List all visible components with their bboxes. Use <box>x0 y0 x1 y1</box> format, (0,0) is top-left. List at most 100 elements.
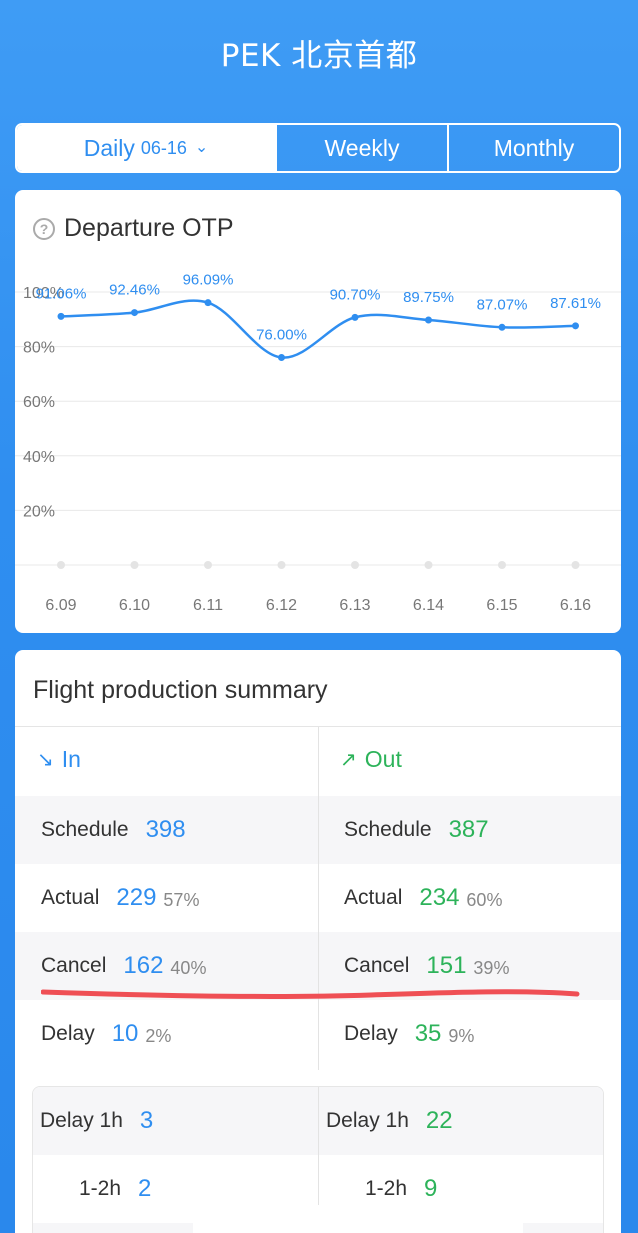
otp-point <box>498 323 506 331</box>
x-tick-label: 6.16 <box>560 597 591 614</box>
cancel-label: Cancel <box>344 954 410 977</box>
1-2h-label: 1-2h <box>79 1177 122 1200</box>
in-cancel-pct: 40% <box>170 957 207 978</box>
y-tick-label: 80% <box>23 340 55 357</box>
in-schedule-value: 398 <box>145 816 186 843</box>
otp-value-label: 90.70% <box>330 286 381 303</box>
period-tabs: Daily 06-16 ⌄ Weekly Monthly <box>15 123 621 173</box>
otp-value-label: 96.09% <box>183 272 234 289</box>
in-actual: Actual 229 57% <box>41 864 199 932</box>
otp-point <box>131 309 138 317</box>
actual-label: Actual <box>41 886 100 909</box>
out-1-2h-value: 9 <box>424 1175 438 1202</box>
in-schedule: Schedule 398 <box>41 796 186 864</box>
summary-title: Flight production summary <box>33 676 328 704</box>
highlight-underline <box>41 989 580 999</box>
out-actual-pct: 60% <box>466 889 503 910</box>
out-actual: Actual 234 60% <box>344 864 502 932</box>
delay1h-label: Delay 1h <box>40 1109 123 1132</box>
otp-value-label: 91.06% <box>36 285 87 302</box>
tab-daily-label: Daily <box>83 134 135 161</box>
chevron-down-icon: ⌄ <box>194 139 209 156</box>
out-schedule: Schedule 387 <box>344 796 489 864</box>
x-axis-dot <box>130 561 139 569</box>
otp-point <box>572 322 579 330</box>
out-label: Out <box>364 746 402 772</box>
sub-column-divider <box>318 1087 319 1233</box>
otp-card: 20% 40% 60% 80% 100% 6.09 6.10 6.11 6.12 6.13 6.14… <box>15 190 621 633</box>
in-delay-pct: 2% <box>145 1025 172 1046</box>
otp-value-label: 89.75% <box>403 289 454 306</box>
schedule-label: Schedule <box>344 818 432 841</box>
out-schedule-value: 387 <box>448 816 489 843</box>
out-1-2h: 1-2h 9 <box>365 1155 437 1223</box>
in-delay: Delay 10 2% <box>41 1000 171 1068</box>
x-tick-label: 6.13 <box>339 597 370 614</box>
out-delay1h-value: 22 <box>425 1107 453 1134</box>
otp-point <box>278 354 285 362</box>
x-axis-dot <box>277 561 286 569</box>
otp-point <box>204 299 212 307</box>
in-actual-value: 229 <box>116 884 157 911</box>
otp-point <box>425 316 432 324</box>
x-axis-dot <box>351 561 359 569</box>
x-axis-dot <box>204 561 212 569</box>
out-delay-value: 35 <box>414 1020 442 1047</box>
x-tick-label: 6.10 <box>119 597 150 614</box>
delay-label: Delay <box>41 1022 95 1045</box>
out-cancel-pct: 39% <box>473 957 510 978</box>
delay-row: Delay 10 2% Delay 35 9% <box>15 1000 621 1068</box>
x-axis-dot <box>424 561 433 569</box>
in-delay1h: Delay 1h 3 <box>40 1087 153 1155</box>
out-delay: Delay 35 9% <box>344 1000 474 1068</box>
tab-monthly[interactable]: Monthly <box>447 125 619 171</box>
out-delay-pct: 9% <box>448 1025 475 1046</box>
y-tick-label: 60% <box>23 394 55 411</box>
otp-point <box>351 313 359 321</box>
out-header: ↗ Out <box>340 746 402 773</box>
x-axis-dot <box>571 561 580 569</box>
out-cancel-value: 151 <box>426 952 467 979</box>
page-title: PEK 北京首都 <box>220 38 418 74</box>
tab-weekly[interactable]: Weekly <box>275 125 447 171</box>
in-1-2h-value: 2 <box>138 1175 152 1202</box>
otp-value-label: 87.61% <box>550 295 601 312</box>
delay-label: Delay <box>344 1022 398 1045</box>
divider <box>15 726 621 727</box>
x-axis-dot <box>57 561 65 569</box>
in-actual-pct: 57% <box>163 889 200 910</box>
otp-value-label: 92.46% <box>109 282 160 299</box>
otp-value-label: 87.07% <box>477 296 528 313</box>
schedule-label: Schedule <box>41 818 129 841</box>
otp-header: ? Departure OTP <box>33 214 234 243</box>
x-tick-label: 6.12 <box>266 597 297 614</box>
tab-daily-date: 06-16 <box>140 137 187 158</box>
in-delay1h-value: 3 <box>139 1107 154 1134</box>
y-tick-label: 20% <box>23 503 55 520</box>
in-cancel-value: 162 <box>123 952 164 979</box>
in-cancel: Cancel 162 40% <box>41 932 206 1000</box>
in-header: ↘ In <box>37 746 81 773</box>
arrow-up-right-icon: ↗ <box>340 749 357 771</box>
arrow-down-right-icon: ↘ <box>37 749 54 771</box>
in-delay-value: 10 <box>111 1020 139 1047</box>
x-tick-label: 6.09 <box>45 597 76 614</box>
x-tick-label: 6.15 <box>486 597 517 614</box>
x-tick-label: 6.11 <box>193 597 223 614</box>
x-axis-dot <box>498 561 506 569</box>
actual-row: Actual 229 57% Actual 234 60% <box>15 864 621 932</box>
delay-1-2h-row: 1-2h 2 1-2h 9 <box>33 1155 603 1223</box>
otp-point <box>57 312 65 320</box>
out-actual-value: 234 <box>419 884 460 911</box>
help-icon[interactable]: ? <box>33 217 55 240</box>
tab-daily[interactable]: Daily 06-16 ⌄ <box>17 125 275 171</box>
otp-value-label: 76.00% <box>256 327 307 344</box>
y-tick-label: 40% <box>23 449 55 466</box>
cancel-label: Cancel <box>41 954 107 977</box>
out-cancel: Cancel 151 39% <box>344 932 509 1000</box>
otp-line-chart: 20% 40% 60% 80% 100% 6.09 6.10 6.11 6.12 6.13 6.14… <box>15 272 621 614</box>
x-tick-label: 6.14 <box>413 597 444 614</box>
in-1-2h: 1-2h 2 <box>79 1155 151 1223</box>
delay1h-label: Delay 1h <box>326 1109 409 1132</box>
otp-series-line <box>60 299 576 359</box>
